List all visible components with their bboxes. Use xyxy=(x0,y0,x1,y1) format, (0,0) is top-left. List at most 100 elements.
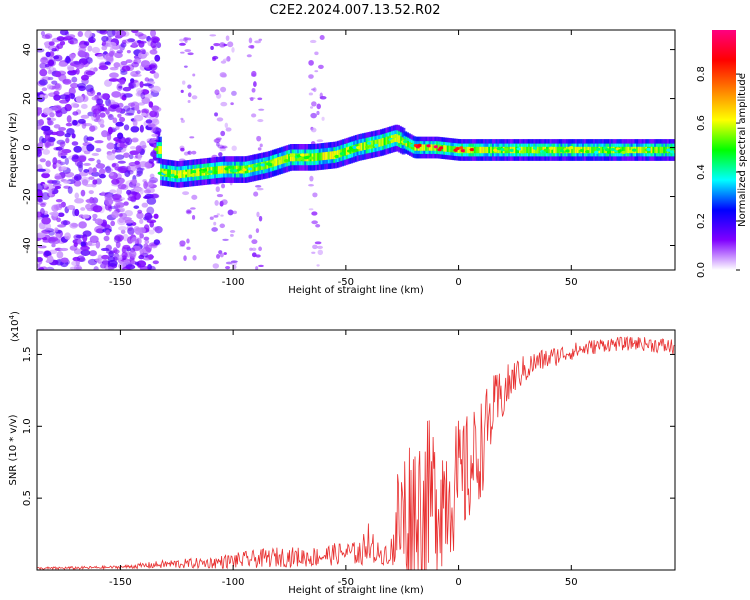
spectrogram-cell xyxy=(62,180,71,184)
spectrogram-cell xyxy=(146,197,157,205)
spectrogram-cell xyxy=(117,160,126,164)
spectrogram-cell xyxy=(58,145,65,151)
spectrogram-frame xyxy=(36,29,676,271)
spectrogram-cell xyxy=(253,81,257,88)
spectrogram-cell xyxy=(316,103,321,110)
spectrogram-cell xyxy=(315,153,319,161)
spectrogram-cell xyxy=(75,175,82,180)
spectrogram-cell xyxy=(78,44,88,49)
spectrogram-cell xyxy=(187,150,192,156)
spectrogram-cell xyxy=(54,83,61,89)
spectrogram-cell xyxy=(526,146,530,154)
spectrogram-cell xyxy=(131,61,139,68)
spectrogram-cell xyxy=(216,213,220,216)
spectrogram-cell xyxy=(594,150,600,154)
spectrogram-cell xyxy=(229,230,236,233)
spectrogram-cell xyxy=(484,146,489,154)
spectrogram-cell xyxy=(71,133,76,139)
spectrogram-cell xyxy=(124,209,133,217)
spectrogram-cell xyxy=(571,146,575,154)
spectrogram-cell xyxy=(37,125,43,130)
spectrogram-cell xyxy=(91,46,101,54)
spectrogram-cell xyxy=(231,145,237,151)
spectrogram-cell xyxy=(67,186,73,194)
spectrogram-cell xyxy=(111,162,119,169)
spectrogram-cell xyxy=(509,148,515,152)
spectrogram-cell xyxy=(179,38,185,42)
spectrogram-cell xyxy=(421,144,426,151)
spectrogram-cell xyxy=(49,112,55,118)
spectrogram-cell xyxy=(232,210,237,215)
spectrogram-cell xyxy=(70,102,78,108)
spectrogram-cell xyxy=(592,146,597,154)
spectrogram-cell xyxy=(117,113,122,118)
spectrogram-cell xyxy=(419,144,424,151)
spectrogram-cell xyxy=(288,153,292,162)
spectrogram-cell xyxy=(311,101,317,107)
spectrogram-cell xyxy=(368,144,374,148)
spectrogram-cell xyxy=(105,250,116,255)
spectrogram-cell xyxy=(94,218,104,225)
spectrogram-cell xyxy=(110,220,116,227)
spectrogram-cell xyxy=(105,229,111,236)
spectrogram-cell xyxy=(251,113,257,118)
spectrogram-cell xyxy=(135,70,141,75)
spectrogram-cell xyxy=(284,155,289,163)
spectrogram-cell xyxy=(83,41,90,47)
spectrogram-cell xyxy=(186,246,191,250)
spectrogram-cell xyxy=(179,240,186,247)
spectrogram-cell xyxy=(39,158,46,163)
spectrogram-cell xyxy=(224,122,229,129)
spectrogram-cell xyxy=(40,125,51,132)
spectrogram-cell xyxy=(53,94,61,101)
spectrogram-cell xyxy=(392,134,397,143)
spectrogram-cell xyxy=(149,70,156,74)
spectrogram-cell xyxy=(66,128,75,135)
spectrogram-cell xyxy=(55,198,63,203)
spectrogram-cell xyxy=(62,220,68,226)
spectrogram-cell xyxy=(111,210,120,219)
spectrogram-cell xyxy=(568,145,574,150)
spectrogram-cell xyxy=(68,87,76,95)
spectrogram-cell xyxy=(100,93,109,100)
spectrogram-cell xyxy=(227,165,233,169)
snr-frame xyxy=(36,329,676,571)
spectrogram-cell xyxy=(576,146,582,151)
spectrogram-cell xyxy=(37,192,44,198)
spectrogram-cell xyxy=(40,202,46,208)
spectrogram-cell xyxy=(515,146,519,154)
x-tick-label: -50 xyxy=(338,277,354,288)
spectrogram-cell xyxy=(222,238,229,241)
spectrogram-cell xyxy=(48,236,59,242)
spectrogram-cell xyxy=(282,155,287,164)
spectrogram-cell xyxy=(326,151,330,160)
spectrogram-cell xyxy=(277,157,281,166)
spectrogram-cell xyxy=(350,148,356,152)
spectrogram-cell xyxy=(143,189,152,194)
spectrogram-cell xyxy=(84,30,93,39)
spectrogram-cell xyxy=(211,227,218,232)
spectrogram-cell xyxy=(141,202,148,208)
spectrogram-cell xyxy=(187,92,192,98)
spectrogram-cell xyxy=(112,247,118,254)
spectrogram-cell xyxy=(123,124,130,131)
colorbar: 0.0 0.2 0.4 0.6 0.8 Normalized spectral ampl… xyxy=(696,30,748,278)
spectrogram-cell xyxy=(187,52,194,56)
spectrogram-cell xyxy=(259,143,263,148)
spectrogram-cell xyxy=(111,149,116,154)
spectrogram-cell xyxy=(182,171,188,175)
colorbar-gradient xyxy=(712,30,736,270)
spectrogram-cell xyxy=(170,173,176,177)
spectrogram-cell xyxy=(109,72,119,79)
spectrogram-cell xyxy=(54,71,62,78)
spectrogram-cell xyxy=(113,235,121,244)
spectrogram-cell xyxy=(256,211,260,218)
spectrogram-cell xyxy=(402,139,408,144)
spectrogram-cell xyxy=(258,264,264,268)
spectrogram-cell xyxy=(101,45,108,51)
spectrogram-cell xyxy=(51,243,56,248)
spectrogram-cell xyxy=(276,156,282,161)
spectrogram-cell xyxy=(212,166,216,175)
spectrogram-cell xyxy=(374,143,380,148)
spectrogram-cell xyxy=(316,245,323,249)
